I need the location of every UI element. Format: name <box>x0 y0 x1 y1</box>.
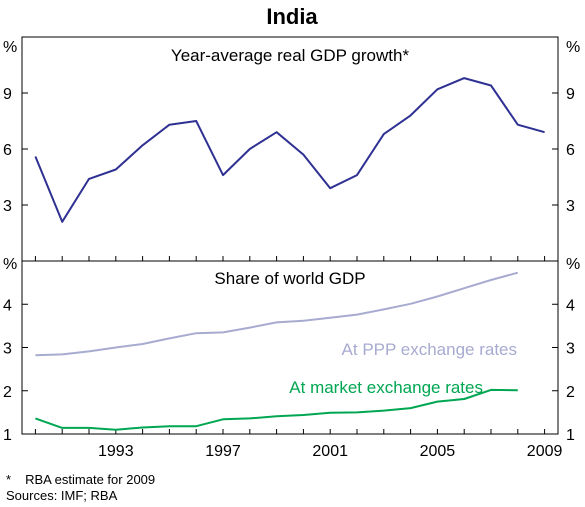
x-tick-label: 1993 <box>98 443 134 460</box>
top-left-axis: 3 6 9 <box>3 86 28 215</box>
legend-label-ppp: At PPP exchange rates <box>342 340 517 359</box>
x-axis: 1993 1997 2001 2005 2009 <box>98 443 562 460</box>
top-left-unit-label: % <box>3 39 17 56</box>
top-panel-subtitle: Year-average real GDP growth* <box>171 46 410 65</box>
bottom-right-axis: 1 2 3 4 <box>552 297 575 444</box>
legend-label-market: At market exchange rates <box>289 378 483 397</box>
footnote-estimate-text: RBA estimate for 2009 <box>25 472 156 487</box>
bottom-right-tick-label: 4 <box>566 297 575 314</box>
bottom-left-tick-label: 2 <box>3 384 12 401</box>
top-right-tick-label: 3 <box>566 198 575 215</box>
x-tick-label: 2009 <box>527 443 563 460</box>
top-right-axis: 3 6 9 <box>552 86 575 215</box>
top-left-tick-label: 9 <box>3 86 12 103</box>
top-series-line-0 <box>34 77 545 223</box>
bottom-right-tick-label: 3 <box>566 341 575 358</box>
x-tick-label: 1997 <box>205 443 241 460</box>
x-tick-label: 2001 <box>312 443 348 460</box>
footnote-estimate: * RBA estimate for 2009 <box>6 472 155 488</box>
bottom-left-tick-label: 1 <box>3 427 12 444</box>
top-right-unit-label: % <box>566 39 580 56</box>
bottom-panel-subtitle: Share of world GDP <box>214 269 365 288</box>
top-series-group <box>34 77 546 261</box>
bottom-right-tick-label: 1 <box>566 427 575 444</box>
chart: India Year-average real GDP growth* % % … <box>3 4 580 460</box>
x-tick-label: 2005 <box>420 443 456 460</box>
chart-title: India <box>266 4 318 29</box>
footnote-asterisk: * <box>6 472 12 487</box>
top-right-tick-label: 6 <box>566 142 575 159</box>
top-right-tick-label: 9 <box>566 86 575 103</box>
bottom-series-line-1 <box>35 388 518 431</box>
bottom-left-axis: 1 2 3 4 <box>3 297 28 444</box>
bottom-left-unit-label: % <box>3 256 17 273</box>
bottom-right-tick-label: 2 <box>566 384 575 401</box>
bottom-series-line-0 <box>35 271 519 357</box>
top-left-tick-label: 3 <box>3 198 12 215</box>
bottom-right-unit-label: % <box>566 256 580 273</box>
top-panel-frame <box>21 36 559 262</box>
footnote-sources: Sources: IMF; RBA <box>6 488 118 503</box>
bottom-left-tick-label: 4 <box>3 297 12 314</box>
bottom-series-group <box>34 271 546 434</box>
top-left-tick-label: 6 <box>3 142 12 159</box>
bottom-left-tick-label: 3 <box>3 341 12 358</box>
